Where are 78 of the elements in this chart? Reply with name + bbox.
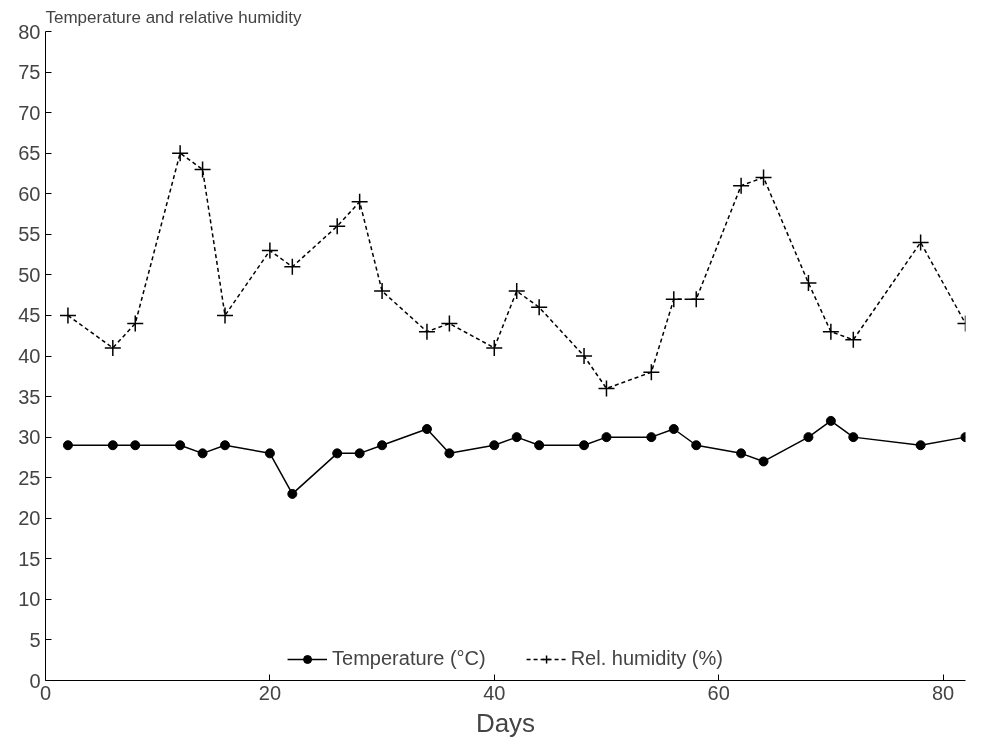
point <box>758 456 769 467</box>
x-tick-label: 20 <box>258 681 282 704</box>
point <box>373 282 391 300</box>
point <box>171 144 189 162</box>
point <box>822 322 840 341</box>
point <box>62 440 73 451</box>
y-tick-label: 30 <box>18 426 41 449</box>
point <box>597 379 616 398</box>
point <box>440 314 459 333</box>
chart-title: Temperature and relative humidity <box>45 7 303 27</box>
point <box>489 440 500 451</box>
point <box>130 440 141 451</box>
point <box>687 290 705 308</box>
point <box>534 440 545 451</box>
legend-label: Rel. humidity (%) <box>570 647 723 670</box>
point <box>732 176 750 195</box>
y-tick-label: 40 <box>18 345 41 367</box>
y-tick-label: 20 <box>18 507 41 530</box>
point <box>107 440 118 451</box>
point <box>126 314 145 333</box>
y-tick-label: 75 <box>18 61 41 84</box>
y-tick-label: 65 <box>18 142 41 165</box>
point <box>175 440 186 451</box>
point <box>736 448 747 459</box>
point <box>507 282 526 300</box>
y-tick-label: 55 <box>18 223 41 246</box>
point <box>104 339 122 357</box>
point <box>193 160 212 179</box>
y-tick-label: 50 <box>18 263 41 286</box>
x-tick-label: 80 <box>931 681 955 704</box>
point <box>754 168 773 187</box>
y-tick-label: 25 <box>18 466 41 489</box>
point <box>691 440 702 451</box>
point <box>844 331 863 349</box>
point <box>825 415 836 426</box>
point <box>530 298 548 317</box>
point <box>911 233 930 252</box>
point <box>197 448 208 459</box>
point <box>354 448 365 459</box>
point <box>287 488 298 499</box>
y-tick-label: 15 <box>18 547 41 570</box>
point <box>848 432 859 443</box>
point <box>328 217 346 235</box>
point <box>377 440 388 451</box>
y-tick-label: 70 <box>18 101 41 124</box>
y-tick-label: 80 <box>18 20 41 43</box>
point <box>646 432 657 443</box>
point <box>283 258 302 276</box>
point <box>511 432 522 443</box>
point <box>220 440 231 451</box>
point <box>665 290 683 308</box>
x-axis-title: Days <box>475 707 536 738</box>
point <box>642 363 661 381</box>
point <box>799 274 818 292</box>
point <box>59 306 77 325</box>
point <box>216 306 234 325</box>
point <box>601 432 612 443</box>
point <box>803 432 814 443</box>
legend-label: Temperature (°C) <box>332 647 486 670</box>
x-tick-label: 40 <box>483 681 506 704</box>
y-tick-label: 60 <box>18 182 41 205</box>
x-tick-label: 60 <box>707 681 730 704</box>
point <box>264 448 275 459</box>
point <box>485 339 504 357</box>
y-tick-label: 45 <box>18 304 41 327</box>
point <box>575 347 593 365</box>
y-tick-label: 5 <box>29 628 41 651</box>
point <box>418 322 436 341</box>
y-tick-label: 35 <box>18 385 41 408</box>
point <box>915 440 926 451</box>
point <box>350 193 369 211</box>
point <box>332 448 343 459</box>
point <box>668 424 679 434</box>
y-tick-label: 10 <box>18 588 41 611</box>
point <box>261 241 279 260</box>
point <box>579 440 590 451</box>
point <box>421 424 432 434</box>
point <box>444 448 455 459</box>
